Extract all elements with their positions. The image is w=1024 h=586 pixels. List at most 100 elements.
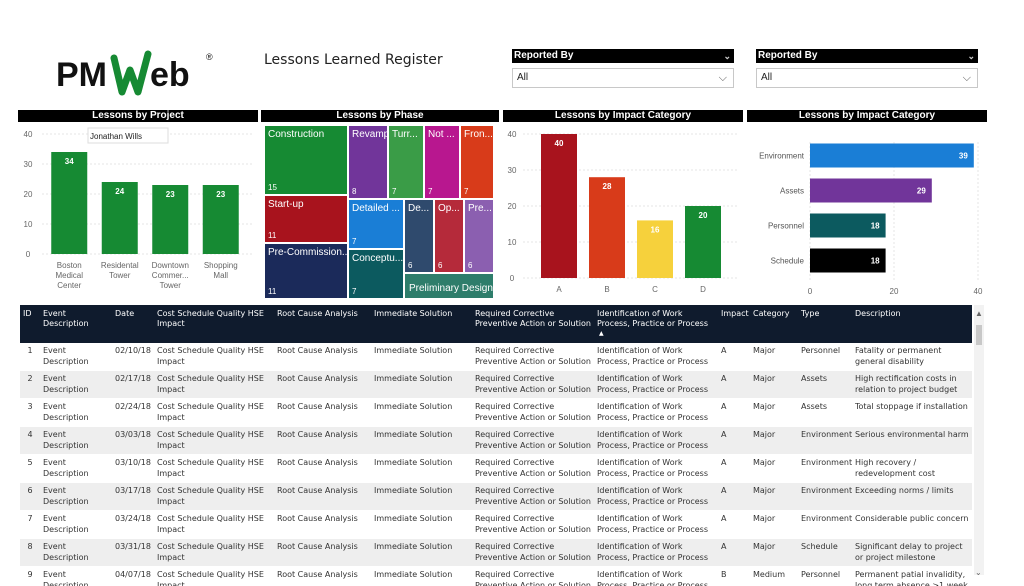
- y-tick-label: 0: [510, 274, 515, 283]
- table-row[interactable]: 7 Event Description 03/24/18 Cost Schedule …: [20, 510, 972, 539]
- column-header[interactable]: Category: [750, 305, 798, 343]
- table-cell: Total stoppage if installation: [852, 398, 972, 427]
- bar: [589, 177, 625, 278]
- treemap-cell[interactable]: Pre-Commission... 11: [264, 243, 348, 299]
- column-header[interactable]: Immediate Solution: [371, 305, 472, 343]
- table-row[interactable]: 6 Event Description 03/17/18 Cost Schedule …: [20, 482, 972, 511]
- treemap-value: 7: [352, 237, 357, 246]
- table-cell: Event Description: [40, 343, 112, 371]
- column-header[interactable]: Impact: [718, 305, 750, 343]
- data-label: 24: [115, 187, 124, 196]
- x-tick-label: Mall: [213, 271, 228, 280]
- panel-title: Lessons by Phase: [261, 110, 499, 122]
- column-header[interactable]: Date: [112, 305, 154, 343]
- table-cell: Identification of Work Process, Practice…: [594, 454, 718, 483]
- table-header-row: ID Event Description Date Cost Schedule Qua…: [20, 305, 972, 343]
- table-cell: Root Cause Analysis: [274, 510, 371, 539]
- x-tick-label: 20: [890, 287, 899, 296]
- table-row[interactable]: 8 Event Description 03/31/18 Cost Schedule …: [20, 538, 972, 567]
- scroll-down-icon[interactable]: ⌄: [975, 568, 982, 577]
- table-cell: Major: [750, 454, 798, 483]
- column-header[interactable]: Event Description: [40, 305, 112, 343]
- treemap-value: 7: [428, 187, 433, 196]
- treemap-cell[interactable]: Construction 15: [264, 125, 348, 195]
- treemap-label: Fron...: [464, 129, 493, 140]
- table-cell: Required Corrective Preventive Action or…: [472, 566, 594, 586]
- lessons-register-table: ID Event Description Date Cost Schedule Qua…: [20, 305, 972, 586]
- table-row[interactable]: 9 Event Description 04/07/18 Cost Schedule …: [20, 566, 972, 586]
- column-header[interactable]: Description: [852, 305, 972, 343]
- data-label: 34: [65, 157, 74, 166]
- table-cell: 4: [20, 426, 40, 455]
- treemap-cell[interactable]: Op... 6: [434, 199, 464, 273]
- column-header[interactable]: ID: [20, 305, 40, 343]
- bar: [810, 248, 886, 273]
- table-cell: Required Corrective Preventive Action or…: [472, 370, 594, 399]
- column-header[interactable]: Required Corrective Preventive Action or…: [472, 305, 594, 343]
- table-cell: A: [718, 538, 750, 567]
- data-label: 16: [651, 225, 660, 234]
- treemap-cell[interactable]: Detailed ... 7: [348, 199, 404, 249]
- table-cell: 1: [20, 343, 40, 371]
- scroll-up-icon[interactable]: ▲: [975, 309, 983, 318]
- panel-title: Lessons by Impact Category: [747, 110, 987, 122]
- bar: [637, 220, 673, 278]
- slicer-header: Reported By ⌄: [512, 49, 734, 63]
- sort-ascending-icon[interactable]: ▲: [599, 330, 604, 337]
- table-cell: Event Description: [40, 370, 112, 399]
- treemap-cell[interactable]: Pre... 6: [464, 199, 494, 273]
- table-cell: Immediate Solution: [371, 370, 472, 399]
- column-header[interactable]: Type: [798, 305, 852, 343]
- bar: [152, 185, 189, 254]
- treemap-cell[interactable]: Turr... 7: [388, 125, 424, 199]
- table-row[interactable]: 2 Event Description 02/17/18 Cost Schedule …: [20, 370, 972, 399]
- column-header[interactable]: Root Cause Analysis: [274, 305, 371, 343]
- slicer-dropdown[interactable]: All ⌵: [756, 68, 978, 88]
- slicer-dropdown[interactable]: All ⌵: [512, 68, 734, 88]
- svg-text:eb: eb: [150, 56, 190, 94]
- treemap-cell[interactable]: Revamp 8: [348, 125, 388, 199]
- lessons-by-phase-treemap[interactable]: Construction 15 Start-up 11 Pre-Commission..…: [264, 125, 500, 299]
- table-cell: Root Cause Analysis: [274, 343, 371, 371]
- data-label: 28: [603, 182, 612, 191]
- lessons-by-impact-chart[interactable]: 0 10 20 30 40 40 A 28 B 16 C 20 D: [503, 122, 743, 300]
- treemap-label: De...: [408, 203, 430, 214]
- table-cell: High recovery / redevelopment cost: [852, 454, 972, 483]
- table-cell: Identification of Work Process, Practice…: [594, 343, 718, 371]
- treemap-cell[interactable]: Preliminary Design: [404, 273, 494, 299]
- table-row[interactable]: 5 Event Description 03/10/18 Cost Schedule …: [20, 454, 972, 483]
- table-cell: Required Corrective Preventive Action or…: [472, 454, 594, 483]
- table-cell: Personnel: [798, 343, 852, 371]
- table-cell: 04/07/18: [112, 566, 154, 586]
- scroll-thumb[interactable]: [976, 325, 982, 345]
- table-cell: 8: [20, 538, 40, 567]
- reported-by-slicer-1[interactable]: Reported By ⌄ All ⌵: [512, 49, 734, 88]
- treemap-cell[interactable]: Not ... 7: [424, 125, 460, 199]
- svg-text:PM: PM: [56, 56, 107, 94]
- reported-by-slicer-2[interactable]: Reported By ⌄ All ⌵: [756, 49, 978, 88]
- treemap-cell[interactable]: De... 6: [404, 199, 434, 273]
- table-row[interactable]: 4 Event Description 03/03/18 Cost Schedule …: [20, 426, 972, 455]
- table-cell: Assets: [798, 370, 852, 399]
- table-cell: Required Corrective Preventive Action or…: [472, 343, 594, 371]
- table-cell: 3: [20, 398, 40, 427]
- column-header[interactable]: Cost Schedule Quality HSE Impact: [154, 305, 274, 343]
- column-header[interactable]: Identification of Work Process, Practice…: [594, 305, 718, 343]
- table-row[interactable]: 1 Event Description 02/10/18 Cost Schedule …: [20, 343, 972, 371]
- treemap-value: 8: [352, 187, 357, 196]
- treemap-value: 7: [352, 287, 357, 296]
- table-cell: Required Corrective Preventive Action or…: [472, 538, 594, 567]
- lessons-by-impact-type-chart[interactable]: 0 20 40 39 Environment 29 Assets 18 Personnel 18 S…: [747, 122, 987, 300]
- treemap-cell[interactable]: Fron... 7: [460, 125, 494, 199]
- table-cell: Fatality or permanent general disability: [852, 343, 972, 371]
- treemap-cell[interactable]: Conceptu... 7: [348, 249, 404, 299]
- table-row[interactable]: 3 Event Description 02/24/18 Cost Schedule …: [20, 398, 972, 427]
- table-scrollbar[interactable]: ▲ ⌄: [974, 305, 984, 577]
- treemap-cell[interactable]: Start-up 11: [264, 195, 348, 243]
- treemap-label: Preliminary Design: [409, 283, 493, 294]
- table-cell: Medium: [750, 566, 798, 586]
- bar: [51, 152, 88, 254]
- bar: [810, 178, 932, 203]
- x-tick-label: Boston: [57, 261, 82, 270]
